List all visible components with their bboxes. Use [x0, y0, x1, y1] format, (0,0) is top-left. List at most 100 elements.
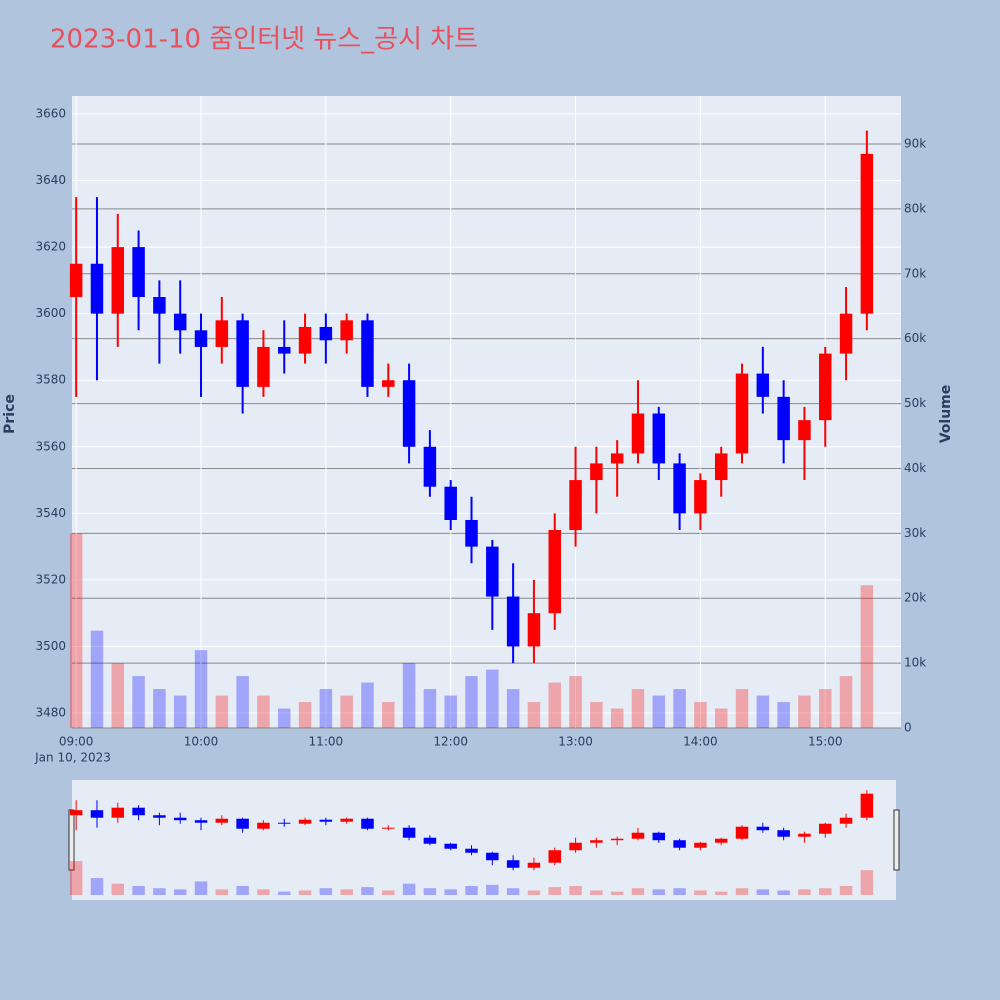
- slider-candle-body: [382, 827, 395, 829]
- x-tick-label: 10:00: [184, 735, 219, 749]
- candle-body: [860, 153, 874, 314]
- volume-bar: [756, 695, 770, 728]
- x-tick-label: 13:00: [558, 735, 593, 749]
- slider-volume-bar: [173, 889, 187, 895]
- range-slider-handle[interactable]: [68, 809, 75, 871]
- candle-body: [153, 297, 166, 314]
- slider-volume-bar: [527, 890, 541, 895]
- volume-bar: [90, 630, 104, 728]
- volume-bar: [111, 663, 125, 728]
- y2-tick-label: 90k: [904, 137, 926, 151]
- volume-bar: [194, 650, 208, 728]
- slider-candle-body: [402, 827, 416, 838]
- volume-bar: [631, 689, 645, 728]
- candle-body: [465, 519, 478, 547]
- slider-candle-body: [340, 818, 353, 822]
- volume-bar: [798, 695, 811, 728]
- volume-bar: [777, 702, 790, 728]
- slider-candle-body: [257, 822, 270, 829]
- volume-bar: [402, 663, 416, 728]
- candle-body: [777, 396, 790, 441]
- y2-tick-label: 40k: [904, 461, 926, 475]
- slider-volume-bar: [69, 861, 83, 895]
- slider-candle-body: [215, 818, 229, 823]
- slider-volume-bar: [298, 890, 312, 895]
- slider-volume-bar: [132, 885, 145, 895]
- y2-tick-label: 10k: [904, 656, 926, 670]
- x-tick-label: 11:00: [309, 735, 344, 749]
- y-tick-label: 3660: [35, 106, 66, 120]
- candle-body: [402, 380, 416, 447]
- range-slider[interactable]: [72, 780, 896, 900]
- range-slider-handle[interactable]: [893, 809, 900, 871]
- slider-candle-body: [631, 832, 645, 839]
- slider-volume-bar: [423, 888, 437, 895]
- slider-volume-bar: [798, 889, 811, 895]
- candle-body: [69, 263, 83, 298]
- volume-bar: [819, 689, 832, 728]
- slider-volume-bar: [382, 890, 395, 895]
- volume-bar: [173, 695, 187, 728]
- x-tick-label: 12:00: [433, 735, 468, 749]
- slider-candle-body: [569, 842, 582, 851]
- candle-body: [215, 320, 229, 347]
- slider-volume-bar: [631, 888, 645, 895]
- slider-candle-body: [298, 819, 312, 824]
- slider-volume-bar: [402, 883, 416, 895]
- y2-tick-label: 80k: [904, 201, 926, 215]
- y-tick-label: 3600: [35, 306, 66, 320]
- x-date-label: Jan 10, 2023: [34, 751, 111, 765]
- slider-candle-body: [90, 810, 104, 818]
- candle-body: [486, 546, 499, 597]
- slider-volume-bar: [506, 888, 520, 895]
- candle-body: [506, 596, 520, 647]
- slider-candle-body: [673, 840, 686, 848]
- slider-candle-body: [652, 832, 666, 841]
- y-tick-label: 3620: [35, 240, 66, 254]
- volume-bar: [652, 695, 666, 728]
- candle-body: [756, 373, 770, 397]
- y2-tick-label: 30k: [904, 526, 926, 540]
- slider-candle-body: [610, 838, 624, 841]
- slider-candle-body: [714, 838, 728, 843]
- volume-bar: [548, 682, 561, 728]
- slider-candle-body: [527, 862, 541, 868]
- volume-bar: [153, 689, 166, 728]
- volume-bar: [506, 689, 520, 728]
- y-tick-label: 3640: [35, 173, 66, 187]
- volume-bar: [860, 585, 874, 728]
- slider-volume-bar: [590, 890, 603, 895]
- volume-bar: [486, 669, 499, 728]
- y-tick-label: 3500: [35, 639, 66, 653]
- slider-volume-bar: [444, 889, 457, 895]
- slider-candle-body: [361, 818, 374, 829]
- y-tick-label: 3520: [35, 572, 66, 586]
- slider-candle-body: [444, 843, 457, 849]
- candle-body: [132, 247, 145, 298]
- slider-volume-bar: [839, 885, 853, 895]
- slider-candle-body: [132, 807, 145, 816]
- slider-volume-bar: [257, 889, 270, 895]
- volume-bar: [69, 533, 83, 728]
- slider-volume-bar: [777, 890, 790, 895]
- y-tick-label: 3540: [35, 506, 66, 520]
- candle-body: [236, 320, 249, 387]
- candle-body: [361, 320, 374, 387]
- slider-volume-bar: [714, 891, 728, 895]
- volume-bar: [236, 676, 249, 728]
- y2-axis-title: Volume: [938, 385, 954, 444]
- candle-body: [714, 453, 728, 481]
- slider-volume-bar: [569, 885, 582, 895]
- slider-volume-bar: [215, 889, 229, 895]
- volume-bar: [527, 702, 541, 728]
- slider-volume-bar: [673, 888, 686, 895]
- candle-body: [298, 326, 312, 354]
- slider-candle-body: [777, 830, 790, 837]
- y-tick-label: 3480: [35, 706, 66, 720]
- candle-body: [819, 353, 832, 421]
- volume-bar: [569, 676, 582, 728]
- y2-tick-label: 50k: [904, 396, 926, 410]
- candle-body: [423, 446, 437, 487]
- candle-body: [569, 480, 582, 530]
